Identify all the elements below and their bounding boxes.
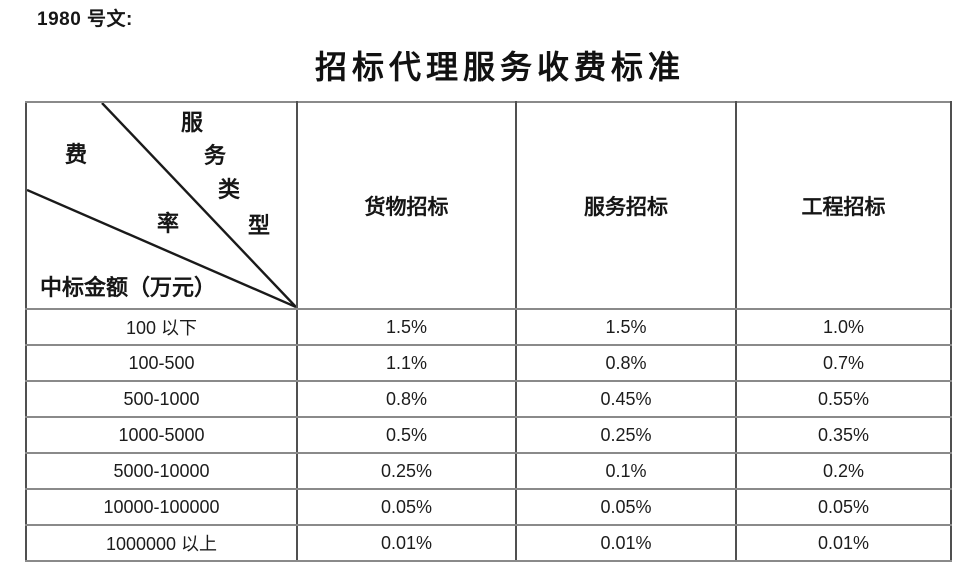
rate-cell: 1.5%: [296, 308, 517, 346]
table-row: 100 以下 1.5% 1.5% 1.0%: [25, 308, 952, 346]
table-row: 10000-100000 0.05% 0.05% 0.05%: [25, 488, 952, 526]
table-row: 100-500 1.1% 0.8% 0.7%: [25, 344, 952, 382]
rate-cell: 0.8%: [296, 380, 517, 418]
rate-cell: 0.7%: [735, 344, 952, 382]
rate-cell: 0.05%: [735, 488, 952, 526]
diagonal-line-upper: [101, 103, 296, 308]
amount-range-cell: 1000000 以上: [25, 524, 298, 562]
amount-range-cell: 5000-10000: [25, 452, 298, 490]
rate-cell: 0.25%: [296, 452, 517, 490]
rate-cell: 0.01%: [735, 524, 952, 562]
table-row: 1000-5000 0.5% 0.25% 0.35%: [25, 416, 952, 454]
corner-label-bid-amount: 中标金额（万元）: [40, 275, 217, 301]
rate-cell: 0.01%: [515, 524, 737, 562]
rate-cell: 0.8%: [515, 344, 737, 382]
amount-range-cell: 1000-5000: [25, 416, 298, 454]
diagonal-lines-graphic: [27, 103, 296, 308]
table-row: 500-1000 0.8% 0.45% 0.55%: [25, 380, 952, 418]
rate-cell: 0.1%: [515, 452, 737, 490]
rate-cell: 0.05%: [296, 488, 517, 526]
column-header-engineering-bidding: 工程招标: [735, 101, 952, 310]
rate-cell: 0.55%: [735, 380, 952, 418]
amount-range-cell: 100 以下: [25, 308, 298, 346]
rate-cell: 0.35%: [735, 416, 952, 454]
corner-label-service-type-char-3: 类: [218, 177, 241, 203]
rate-cell: 1.5%: [515, 308, 737, 346]
table-row: 1000000 以上 0.01% 0.01% 0.01%: [25, 524, 952, 562]
rate-cell: 1.0%: [735, 308, 952, 346]
rate-cell: 0.01%: [296, 524, 517, 562]
rate-cell: 0.5%: [296, 416, 517, 454]
amount-range-cell: 100-500: [25, 344, 298, 382]
diagonal-header-cell: 服 务 类 型 费 率 中标金额（万元）: [25, 101, 298, 310]
rate-cell: 0.25%: [515, 416, 737, 454]
corner-label-service-type-char-4: 型: [248, 213, 271, 239]
corner-label-fee-rate-char-1: 费: [65, 142, 88, 168]
column-header-goods-bidding: 货物招标: [296, 101, 517, 310]
document-number-label: 1980 号文:: [37, 9, 133, 30]
table-row: 5000-10000 0.25% 0.1% 0.2%: [25, 452, 952, 490]
rate-cell: 0.05%: [515, 488, 737, 526]
amount-range-cell: 500-1000: [25, 380, 298, 418]
corner-label-service-type-char-1: 服: [181, 110, 204, 136]
amount-range-cell: 10000-100000: [25, 488, 298, 526]
fee-standard-table: 服 务 类 型 费 率 中标金额（万元） 货物招标 服务招标 工程招标 100 …: [25, 101, 952, 562]
column-header-service-bidding: 服务招标: [515, 101, 737, 310]
corner-label-fee-rate-char-2: 率: [157, 211, 180, 237]
rate-cell: 1.1%: [296, 344, 517, 382]
corner-label-service-type-char-2: 务: [204, 143, 227, 169]
diagonal-line-lower: [27, 188, 296, 308]
rate-cell: 0.2%: [735, 452, 952, 490]
page-title: 招标代理服务收费标准: [314, 48, 685, 86]
table-header-row: 服 务 类 型 费 率 中标金额（万元） 货物招标 服务招标 工程招标: [25, 101, 952, 310]
rate-cell: 0.45%: [515, 380, 737, 418]
